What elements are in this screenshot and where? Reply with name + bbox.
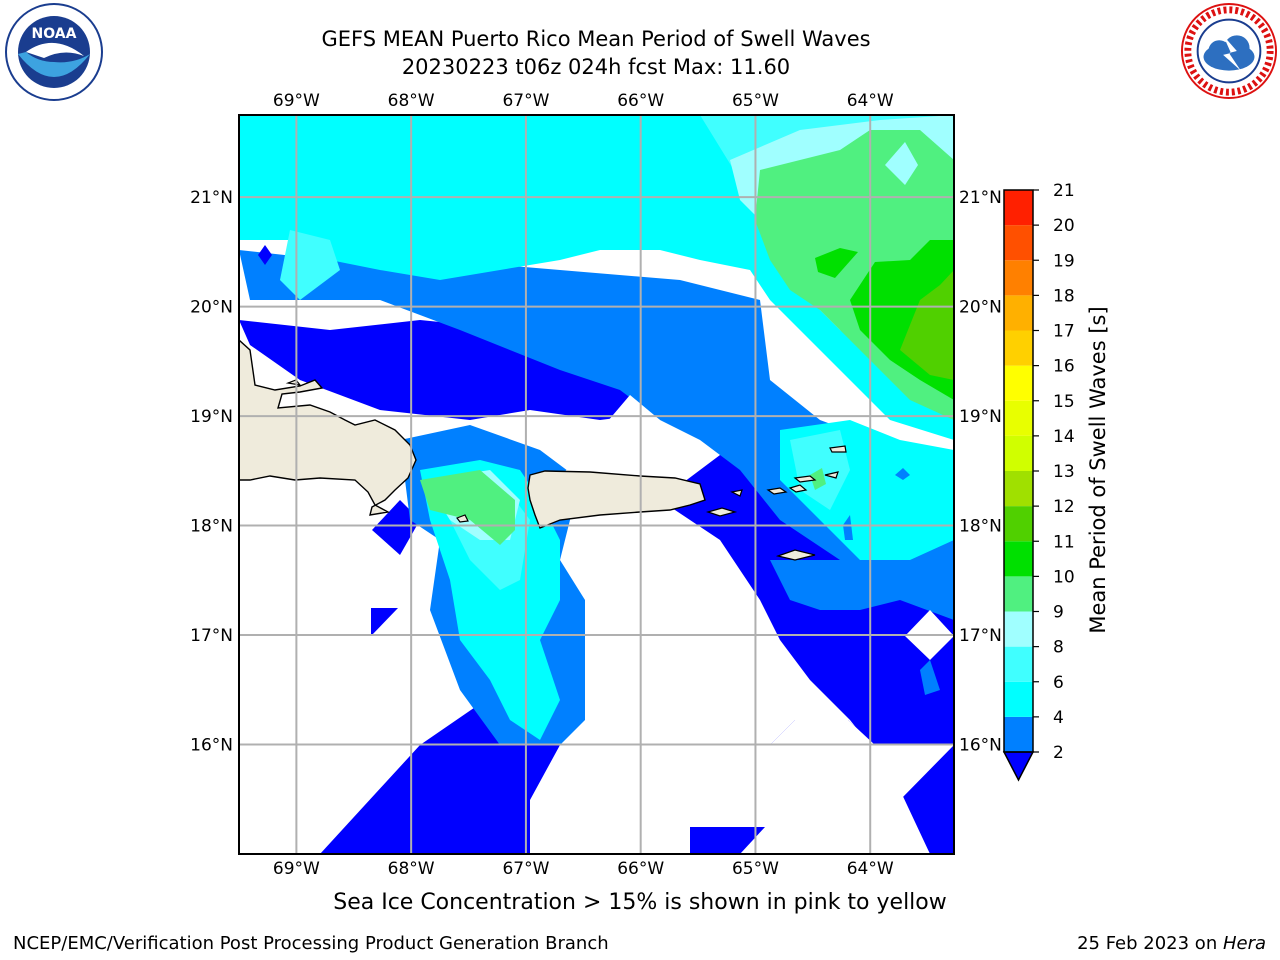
lon-label-top: 69°W [273,91,320,111]
swell-band-4-6 [895,468,910,480]
colorbar-tick-label: 21 [1053,181,1075,201]
nws-logo [1180,2,1278,100]
colorbar-segment [1004,681,1033,717]
colorbar: 2 4 6 8 9 10 11 12 13 14 15 16 17 18 19 20 21 [1002,181,1075,782]
island-outline [766,487,788,495]
lon-label-bottom: 68°W [388,859,435,879]
island-outline [730,489,743,497]
swell-band-11-12 [815,248,858,278]
no-data-area [770,720,954,854]
swell-band-2-4 [372,500,420,555]
swell-band-2-4 [258,245,272,265]
colorbar-tick-label: 20 [1053,216,1075,236]
hispaniola-land [239,339,417,516]
island-outline [788,484,808,493]
colorbar-tick-label: 14 [1053,427,1075,447]
colorbar-tick-label: 9 [1053,603,1064,623]
colorbar-segment [1004,541,1033,577]
colorbar-tick-label: 10 [1053,567,1075,587]
footer-credit: NCEP/EMC/Verification Post Processing Pr… [13,933,609,954]
lat-label-right: 16°N [959,736,1002,756]
footer-machine: Hera [1222,933,1266,954]
island-outline [829,445,847,453]
lat-label-left: 21°N [190,188,233,208]
colorbar-segment [1004,471,1033,507]
noaa-logo-text: NOAA [32,26,77,42]
lon-label-bottom: 66°W [617,859,664,879]
colorbar-tick-label: 15 [1053,392,1075,412]
colorbar-segment [1004,400,1033,436]
island-outline [824,471,839,479]
island-outline [775,549,816,561]
colorbar-tick-label: 8 [1053,638,1064,658]
island-outline [793,475,817,483]
swell-band-2-4 [690,827,765,854]
colorbar-segment [1004,295,1033,331]
colorbar-segment [1004,330,1033,366]
swell-band-4-6 [843,515,853,540]
map-frame [238,114,955,855]
colorbar-segment [1004,611,1033,647]
swell-band-12-13 [900,270,954,380]
colorbar-segment [1004,190,1033,226]
colorbar-extend-min [1002,751,1035,782]
island-outline [705,507,738,517]
lat-label-left: 17°N [190,626,233,646]
footer-date-text: 25 Feb 2023 on [1077,933,1223,954]
swell-band-4-6 [920,660,940,695]
colorbar-label: Mean Period of Swell Waves [s] [1086,306,1110,634]
colorbar-segment [1004,646,1033,682]
swell-band-8-9 [885,142,918,185]
colorbar-tick-label: 16 [1053,357,1075,377]
colorbar-tick-label: 19 [1053,251,1075,271]
graticule [239,115,954,854]
colorbar-tick-label: 17 [1053,322,1075,342]
no-data-area [562,395,660,475]
colorbar-tick-label: 4 [1053,708,1064,728]
colorbar-segment [1004,365,1033,401]
island-outline [456,514,469,523]
swell-band-2-4 [371,608,398,636]
lat-label-left: 16°N [190,736,233,756]
colorbar-tick-label: 11 [1053,532,1075,552]
lon-label-top: 64°W [847,91,894,111]
swell-band-8-9 [280,230,340,300]
lon-label-bottom: 64°W [847,859,894,879]
lat-label-right: 18°N [959,517,1002,537]
footer-date: 25 Feb 2023 on Hera [1077,933,1266,954]
noaa-logo: NOAA [5,3,103,101]
colorbar-segment [1004,506,1033,542]
lon-label-top: 67°W [502,91,549,111]
swell-band-10-11 [810,468,826,490]
lat-label-right: 20°N [959,298,1002,318]
lat-label-left: 20°N [190,298,233,318]
lat-label-left: 19°N [190,407,233,427]
sea-ice-note: Sea Ice Concentration > 15% is shown in … [333,890,947,915]
colorbar-tick-label: 6 [1053,673,1064,693]
lat-label-right: 17°N [959,626,1002,646]
lat-label-right: 21°N [959,188,1002,208]
lat-label-right: 19°N [959,407,1002,427]
swell-band-4-6 [239,250,954,600]
lon-label-top: 65°W [732,91,779,111]
lon-label-top: 66°W [617,91,664,111]
colorbar-tick-label: 13 [1053,462,1075,482]
colorbar-segment [1004,435,1033,471]
colorbar-segment [1004,576,1033,612]
lon-label-bottom: 69°W [273,859,320,879]
chart-subtitle: 20230223 t06z 024h fcst Max: 11.60 [401,55,791,79]
colorbar-segment [1004,260,1033,296]
puerto-rico-land [527,470,706,529]
colorbar-tick-label: 2 [1053,743,1064,763]
colorbar-tick-label: 18 [1053,286,1075,306]
lon-label-bottom: 67°W [502,859,549,879]
colorbar-segment [1004,716,1033,752]
lon-label-top: 68°W [388,91,435,111]
colorbar-segment [1004,225,1033,261]
lon-label-bottom: 65°W [732,859,779,879]
chart-title: GEFS MEAN Puerto Rico Mean Period of Swe… [321,27,871,51]
lat-label-left: 18°N [190,517,233,537]
colorbar-tick-label: 12 [1053,497,1075,517]
